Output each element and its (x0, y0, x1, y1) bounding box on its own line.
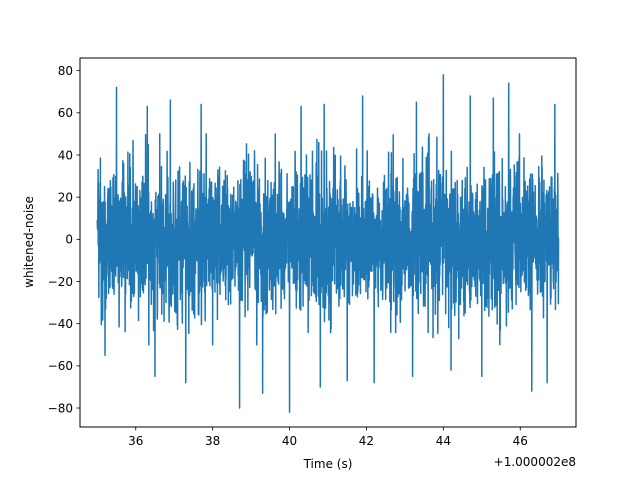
x-axis: 36 38 40 42 44 46 (128, 427, 528, 448)
y-tick-label: 80 (58, 64, 73, 78)
x-axis-label: Time (s) (303, 457, 353, 471)
y-axis-label: whitened-noise (22, 196, 36, 288)
y-tick-label: 40 (58, 148, 73, 162)
y-tick-label: −40 (48, 317, 73, 331)
noise-line (96, 74, 560, 413)
x-axis-offset-label: +1.000002e8 (494, 455, 576, 469)
plot-area (96, 74, 560, 413)
y-tick-label: 20 (58, 190, 73, 204)
y-tick-label: −80 (48, 401, 73, 415)
series-whitened-noise (96, 74, 560, 413)
axes-frame (79, 57, 577, 428)
x-tick-label: 40 (282, 434, 297, 448)
y-axis: −80 −60 −40 −20 0 20 40 60 80 (48, 64, 80, 415)
y-tick-label: −60 (48, 359, 73, 373)
x-tick-label: 36 (128, 434, 143, 448)
x-tick-label: 44 (436, 434, 451, 448)
x-tick-label: 42 (359, 434, 374, 448)
y-tick-label: 0 (65, 233, 73, 247)
y-tick-label: 60 (58, 106, 73, 120)
x-tick-label: 46 (513, 434, 528, 448)
x-tick-label: 38 (205, 434, 220, 448)
y-tick-label: −20 (48, 275, 73, 289)
